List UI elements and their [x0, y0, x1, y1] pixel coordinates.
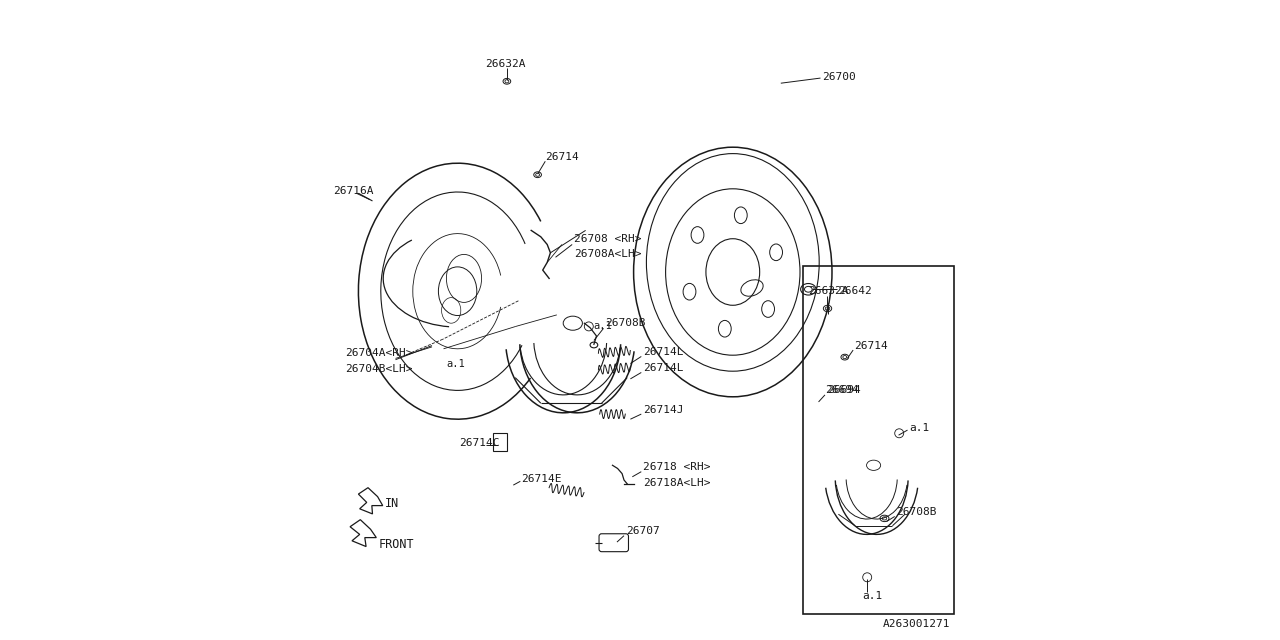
Text: 26694: 26694 [826, 385, 859, 396]
Text: 26708B: 26708B [604, 318, 645, 328]
Text: A263001271: A263001271 [883, 619, 950, 629]
Text: 26714L: 26714L [644, 347, 684, 357]
Text: 26632A: 26632A [485, 59, 526, 69]
Text: a.1: a.1 [594, 321, 612, 332]
Text: 26718 <RH>: 26718 <RH> [644, 462, 710, 472]
Text: 26714L: 26714L [644, 363, 684, 373]
Text: 26714J: 26714J [644, 404, 684, 415]
Text: 26708 <RH>: 26708 <RH> [575, 234, 641, 244]
Text: 26708B: 26708B [896, 507, 937, 517]
Text: a.1: a.1 [863, 591, 882, 602]
Text: FRONT: FRONT [379, 538, 413, 550]
Text: 26708A<LH>: 26708A<LH> [575, 249, 641, 259]
Text: IN: IN [384, 497, 399, 510]
Text: 26707: 26707 [626, 526, 659, 536]
Text: 26714: 26714 [855, 340, 888, 351]
Text: 26716A: 26716A [333, 186, 374, 196]
Bar [804, 266, 954, 614]
Text: 26704B<LH>: 26704B<LH> [346, 364, 413, 374]
Text: 26714: 26714 [545, 152, 579, 162]
Text: 26632A: 26632A [808, 286, 849, 296]
Text: 26714E: 26714E [522, 474, 562, 484]
Text: 26694: 26694 [827, 385, 860, 396]
Text: 26714C: 26714C [460, 438, 500, 448]
Text: 26718A<LH>: 26718A<LH> [644, 477, 710, 488]
Text: 26700: 26700 [823, 72, 856, 82]
Text: 26642: 26642 [838, 286, 872, 296]
Text: a.1: a.1 [447, 358, 466, 369]
Text: 26704A<RH>: 26704A<RH> [346, 348, 413, 358]
Text: a.1: a.1 [909, 422, 929, 433]
